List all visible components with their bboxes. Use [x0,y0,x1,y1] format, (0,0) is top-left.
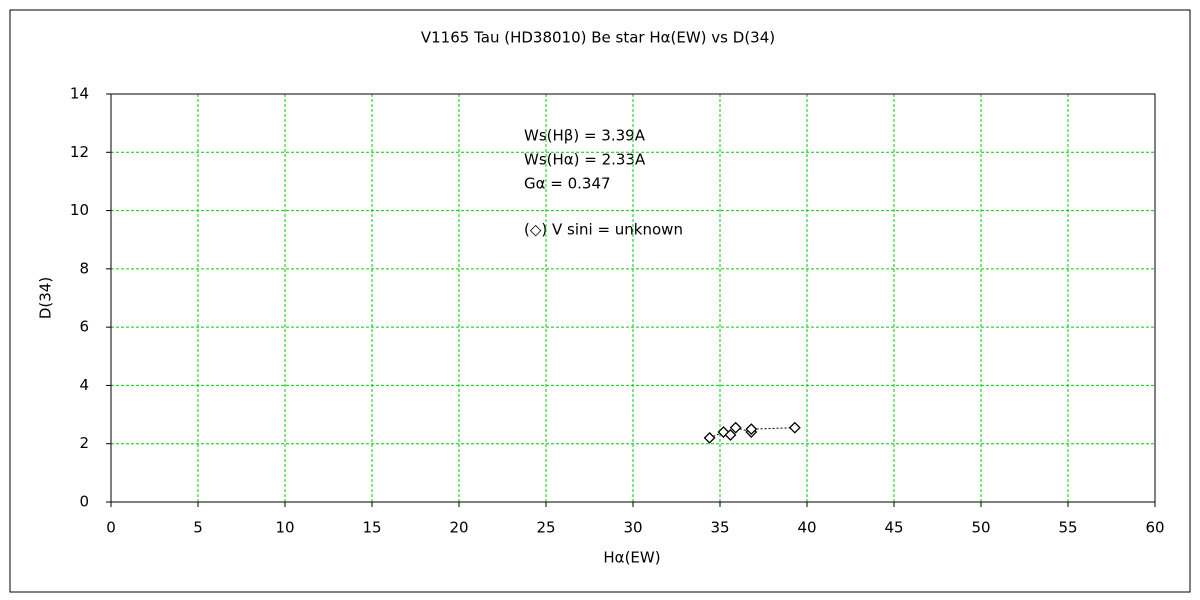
data-point [724,429,737,441]
y-tick-label: 6 [79,318,89,336]
x-tick-label: 40 [797,519,816,537]
x-tick-label: 45 [884,519,903,537]
x-tick-label: 25 [536,519,555,537]
data-point [788,421,801,434]
x-tick-label: 0 [106,519,116,537]
y-axis-label: D(34) [37,277,55,319]
x-tick-label: 35 [710,519,729,537]
y-tick-label: 0 [79,493,89,511]
y-tick-label: 12 [70,143,89,161]
x-tick-label: 50 [971,519,990,537]
y-tick-label: 14 [70,85,89,103]
y-tick-label: 2 [79,434,89,452]
annotation: Ws(Hα) = 2.33A [524,151,646,169]
y-tick-label: 8 [79,259,89,277]
y-tick-label: 4 [79,376,89,394]
x-tick-label: 60 [1145,519,1164,537]
annotation: (◇) V sini = unknown [524,221,683,239]
x-tick-label: 30 [623,519,642,537]
x-tick-label: 5 [193,519,203,537]
x-tick-label: 10 [275,519,294,537]
data-point [729,421,742,434]
x-tick-label: 20 [449,519,468,537]
x-tick-label: 55 [1058,519,1077,537]
annotation: Gα = 0.347 [524,175,611,193]
chart-title: V1165 Tau (HD38010) Be star Hα(EW) vs D(… [421,29,775,47]
plot-area [110,93,1156,503]
x-axis-label: Hα(EW) [603,549,660,567]
annotation: Ws(Hβ) = 3.39A [524,127,646,145]
data-point [745,423,758,436]
y-tick-label: 10 [70,201,89,219]
x-tick-label: 15 [362,519,381,537]
data-point [703,431,716,444]
chart-frame [9,9,1191,593]
